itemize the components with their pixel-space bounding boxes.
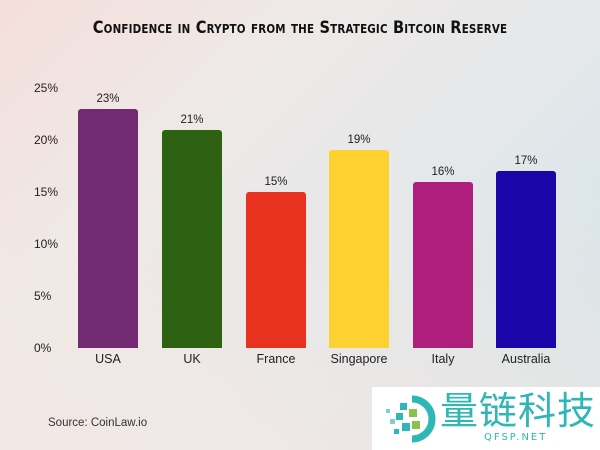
bar-value-label: 19% <box>347 134 371 147</box>
y-tick-label: 5% <box>34 289 52 303</box>
y-tick-label: 10% <box>34 237 59 251</box>
bar-value-label: 23% <box>96 92 120 105</box>
bar-singapore <box>329 150 389 348</box>
bar-france <box>246 192 306 348</box>
x-category-label: USA <box>95 352 121 366</box>
watermark-latin-text: QFSP.NET <box>484 432 548 443</box>
source-note: Source: CoinLaw.io <box>48 417 148 429</box>
y-tick-label: 15% <box>34 185 59 199</box>
x-category-label: France <box>256 352 296 366</box>
x-category-label: UK <box>183 352 201 366</box>
bar-value-label: 17% <box>514 155 538 168</box>
bar-italy <box>413 181 473 348</box>
logo-mark-icon <box>386 395 436 443</box>
x-category-label: Singapore <box>330 352 388 366</box>
chart-title: Confidence in Crypto from the Strategic … <box>92 18 508 38</box>
y-tick-label: 25% <box>34 81 59 95</box>
watermark-logo: 量链科技 QFSP.NET <box>372 387 600 450</box>
bar-usa <box>78 108 138 348</box>
bar-value-label: 15% <box>264 176 288 188</box>
y-tick-label: 0% <box>34 341 52 355</box>
bar-value-label: 21% <box>180 113 204 126</box>
watermark-chinese-text: 量链科技 <box>440 389 597 433</box>
x-category-label: Australia <box>501 352 551 366</box>
x-category-label: Italy <box>431 352 455 366</box>
bar-uk <box>162 129 222 348</box>
bar-value-label: 16% <box>431 165 455 178</box>
y-tick-label: 20% <box>34 133 59 147</box>
bar-australia <box>496 171 556 348</box>
